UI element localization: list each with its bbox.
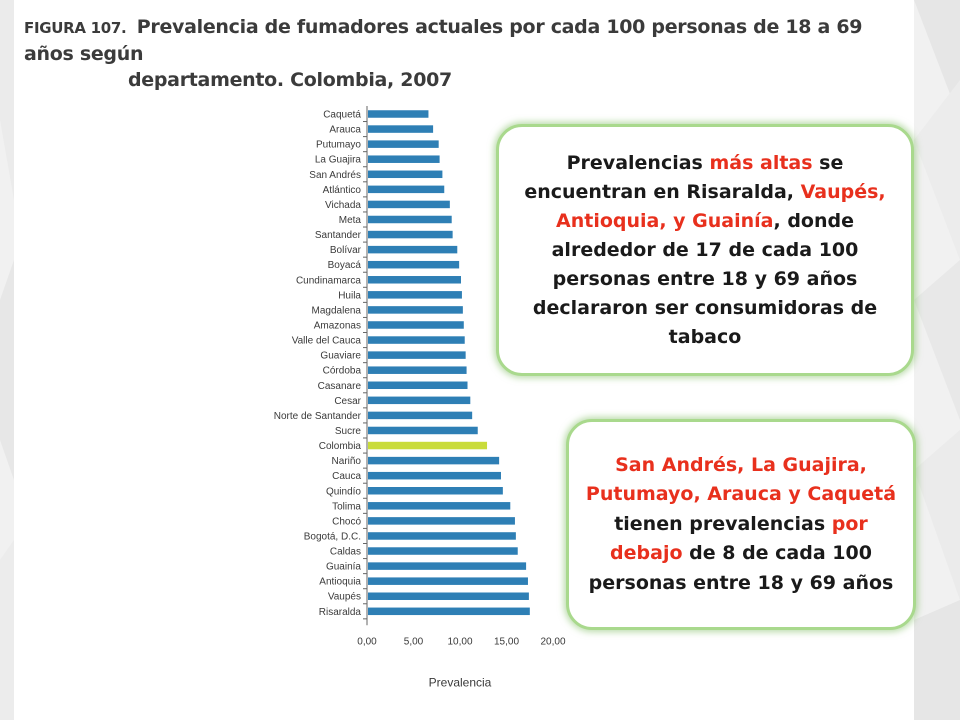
callout-lowest-t1: San Andrés, La Guajira, Putumayo, Arauca… [585,453,897,506]
category-label: Quindío [326,486,361,497]
category-label: Meta [339,215,362,226]
category-label: Atlántico [323,185,362,196]
category-label: Córdoba [323,366,362,377]
bar [368,547,518,555]
callout-highest-text: Prevalencias más altas se encuentran en … [517,149,893,352]
bar [368,170,443,179]
figure-label: FIGURA 107. [24,19,127,37]
category-label: Caquetá [323,110,361,121]
bar [368,185,445,194]
category-label: Guainía [326,562,361,573]
category-label: Chocó [332,516,361,527]
category-label: Boyacá [328,260,362,271]
bar [368,230,453,239]
callout-highest-t1: Prevalencias [566,151,710,174]
category-label: Bogotá, D.C. [304,531,361,542]
category-label: Sucre [335,426,362,437]
category-label: Nariño [332,456,362,467]
category-label: Colombia [319,441,362,452]
figure-title-line2: departamento. Colombia, 2007 [128,69,452,91]
bar [368,200,450,209]
callout-lowest: San Andrés, La Guajira, Putumayo, Arauca… [566,419,916,630]
bar [368,532,516,540]
bar [368,291,462,299]
bar [368,592,529,600]
category-label: Casanare [318,381,362,392]
bar [368,321,464,329]
bar [368,155,440,163]
bar-highlight [368,441,488,450]
callout-highest-t4: Vaupés, Antioquia, y Guainía [556,180,886,232]
bar [368,487,503,495]
category-label: Huila [338,290,361,301]
bar [368,140,439,148]
bar [368,411,473,420]
bar [368,260,460,269]
bar [368,336,465,344]
category-label: Vichada [325,200,361,211]
bar [368,381,468,390]
bar [368,607,530,616]
category-label: Tolima [332,501,361,512]
figure-title: FIGURA 107. Prevalencia de fumadores act… [24,14,884,93]
category-label: Cesar [334,396,361,407]
x-tick-label: 0,00 [357,636,377,647]
category-label: Putumayo [316,140,361,151]
bar [368,110,429,118]
category-label: Norte de Santander [274,411,362,422]
category-label: Arauca [329,125,361,136]
bar [368,502,511,510]
x-tick-label: 15,00 [494,636,519,647]
callout-highest-t2: más altas [709,151,813,174]
bar [368,396,471,405]
category-label: Vaupés [328,592,361,603]
callout-lowest-t4: de 8 de cada 100 personas entre 18 y 69 … [588,542,894,594]
bar [368,471,501,480]
category-label: Guaviare [320,351,361,362]
category-label: Valle del Cauca [292,336,362,347]
callout-lowest-t3: por debajo [610,512,868,565]
bar [368,245,458,254]
callout-highest-t3: se encuentran en Risaralda, [524,151,844,203]
bar [368,215,452,224]
bar [368,276,461,284]
x-tick-label: 5,00 [404,636,424,647]
bar [368,351,466,359]
category-label: Antioquia [319,577,361,588]
bar [368,366,467,374]
category-label: Magdalena [312,305,362,316]
category-label: Caldas [330,547,361,558]
category-label: La Guajira [315,155,362,166]
x-tick-label: 20,00 [540,636,565,647]
category-label: Cundinamarca [296,275,361,286]
category-label: Bolívar [330,245,362,256]
callout-highest-t5: , donde alrededor de 17 de cada 100 pers… [532,209,878,348]
bar [368,517,515,525]
figure-title-line1: Prevalencia de fumadores actuales por ca… [24,16,863,65]
category-label: Risaralda [319,607,362,618]
bar [368,456,500,465]
callout-lowest-text: San Andrés, La Guajira, Putumayo, Arauca… [583,451,899,599]
category-label: San Andrés [309,170,361,181]
category-label: Cauca [332,471,361,482]
x-tick-label: 10,00 [447,636,472,647]
bar [368,306,463,314]
bar [368,577,528,585]
callout-lowest-t2: tienen prevalencias [614,512,832,535]
bar [368,125,434,133]
category-label: Santander [315,230,362,241]
x-axis-label: Prevalencia [429,675,492,689]
category-label: Amazonas [314,320,361,331]
bar [368,426,478,435]
bar [368,562,527,570]
callout-highest: Prevalencias más altas se encuentran en … [496,124,914,376]
